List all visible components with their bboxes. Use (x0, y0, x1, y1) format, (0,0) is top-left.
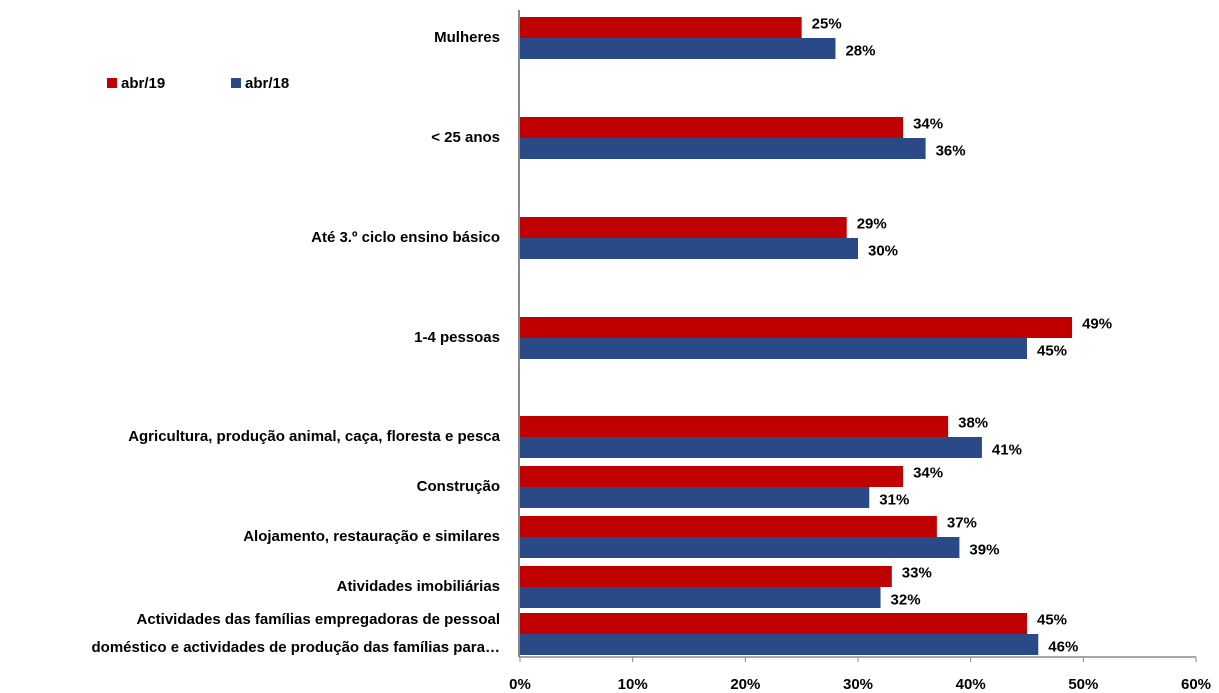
bar (520, 416, 949, 437)
value-label: 49% (1082, 315, 1112, 332)
legend-swatch (107, 78, 117, 88)
value-label: 34% (913, 464, 943, 481)
value-label: 28% (845, 42, 875, 59)
category-label: 1-4 pessoas (414, 329, 500, 346)
category-label: Agricultura, produção animal, caça, flor… (128, 428, 500, 445)
x-tick-label: 50% (1068, 676, 1098, 693)
x-tick-label: 10% (618, 676, 648, 693)
value-label: 25% (812, 15, 842, 32)
category-label: Mulheres (434, 29, 500, 46)
category-label: Até 3.º ciclo ensino básico (311, 229, 500, 246)
value-label: 37% (947, 514, 977, 531)
bar (520, 466, 904, 487)
value-label: 45% (1037, 611, 1067, 628)
bar (520, 317, 1073, 338)
bar (520, 516, 937, 537)
legend-label: abr/19 (121, 75, 165, 92)
value-label: 29% (857, 215, 887, 232)
bar (520, 587, 881, 608)
bar (520, 437, 982, 458)
x-tick-label: 60% (1181, 676, 1211, 693)
bar (520, 634, 1039, 655)
bar (520, 566, 892, 587)
bar (520, 38, 836, 59)
x-tick-label: 40% (956, 676, 986, 693)
bar (520, 217, 847, 238)
x-tick-label: 20% (730, 676, 760, 693)
category-label: Construção (416, 478, 500, 495)
bar (520, 238, 858, 259)
bar (520, 117, 904, 138)
bar (520, 138, 926, 159)
value-label: 36% (936, 142, 966, 159)
bar (520, 537, 960, 558)
category-label: < 25 anos (431, 129, 500, 146)
value-label: 33% (902, 564, 932, 581)
value-label: 34% (913, 115, 943, 132)
value-label: 38% (958, 414, 988, 431)
value-label: 30% (868, 242, 898, 259)
bar (520, 613, 1027, 634)
x-tick-label: 0% (509, 676, 531, 693)
bar (520, 487, 870, 508)
x-tick-label: 30% (843, 676, 873, 693)
legend-label: abr/18 (245, 75, 289, 92)
bar (520, 338, 1027, 359)
value-label: 32% (891, 591, 921, 608)
value-label: 46% (1048, 638, 1078, 655)
bar (520, 17, 802, 38)
category-label: Atividades imobiliárias (336, 578, 500, 595)
category-label: Actividades das famílias empregadoras de… (91, 611, 500, 656)
value-label: 39% (969, 541, 999, 558)
value-label: 31% (879, 491, 909, 508)
value-label: 45% (1037, 342, 1067, 359)
legend-swatch (231, 78, 241, 88)
category-label: Alojamento, restauração e similares (243, 528, 500, 545)
value-label: 41% (992, 441, 1022, 458)
